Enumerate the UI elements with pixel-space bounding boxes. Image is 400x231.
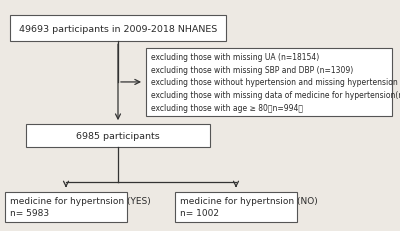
FancyBboxPatch shape [26, 125, 210, 148]
FancyBboxPatch shape [10, 15, 226, 42]
Text: 49693 participants in 2009-2018 NHANES: 49693 participants in 2009-2018 NHANES [19, 24, 217, 33]
Text: excluding those with missing UA (n=18154): excluding those with missing UA (n=18154… [151, 53, 319, 62]
FancyBboxPatch shape [175, 192, 297, 222]
Text: excluding those with missing data of medicine for hypertension(n=1202): excluding those with missing data of med… [151, 91, 400, 100]
Text: excluding those with missing SBP and DBP (n=1309): excluding those with missing SBP and DBP… [151, 65, 353, 74]
Text: medicine for hypertnsion (YES): medicine for hypertnsion (YES) [10, 196, 150, 205]
Text: n= 5983: n= 5983 [10, 209, 49, 217]
Text: n= 1002: n= 1002 [180, 209, 219, 217]
FancyBboxPatch shape [5, 192, 127, 222]
FancyBboxPatch shape [146, 49, 392, 117]
Text: excluding those without hypertension and missing hypertension data(n=21049): excluding those without hypertension and… [151, 78, 400, 87]
Text: excluding those with age ≥ 80（n=994）: excluding those with age ≥ 80（n=994） [151, 103, 303, 112]
Text: medicine for hypertnsion (NO): medicine for hypertnsion (NO) [180, 196, 318, 205]
Text: 6985 participants: 6985 participants [76, 132, 160, 141]
